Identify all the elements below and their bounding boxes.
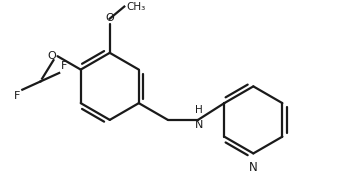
Text: F: F [14, 91, 21, 101]
Text: N: N [195, 120, 203, 130]
Text: H: H [195, 105, 202, 115]
Text: F: F [61, 61, 67, 71]
Text: CH₃: CH₃ [126, 2, 145, 12]
Text: N: N [249, 161, 258, 174]
Text: O: O [105, 13, 114, 23]
Text: O: O [47, 51, 56, 61]
